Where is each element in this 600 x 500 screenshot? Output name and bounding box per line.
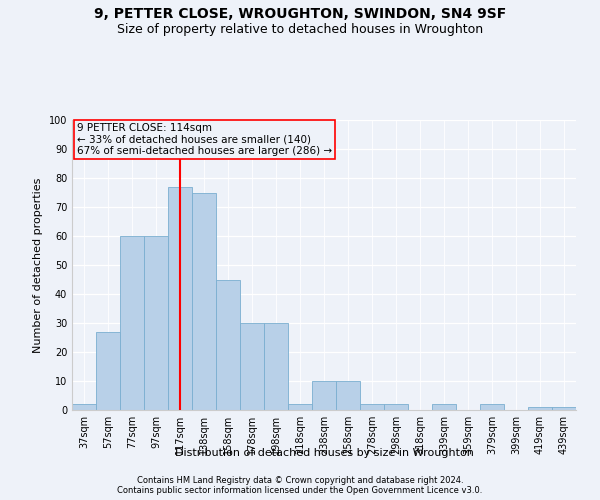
Bar bbox=[144, 236, 168, 410]
Bar bbox=[528, 407, 552, 410]
Bar bbox=[96, 332, 120, 410]
Bar bbox=[216, 280, 240, 410]
Bar bbox=[288, 404, 312, 410]
Bar bbox=[240, 323, 264, 410]
Text: 9 PETTER CLOSE: 114sqm
← 33% of detached houses are smaller (140)
67% of semi-de: 9 PETTER CLOSE: 114sqm ← 33% of detached… bbox=[77, 123, 332, 156]
Bar bbox=[312, 381, 336, 410]
Bar bbox=[168, 186, 192, 410]
Bar bbox=[72, 404, 96, 410]
Bar bbox=[432, 404, 456, 410]
Bar bbox=[264, 323, 288, 410]
Text: Contains public sector information licensed under the Open Government Licence v3: Contains public sector information licen… bbox=[118, 486, 482, 495]
Text: Distribution of detached houses by size in Wroughton: Distribution of detached houses by size … bbox=[175, 448, 473, 458]
Y-axis label: Number of detached properties: Number of detached properties bbox=[33, 178, 43, 352]
Bar bbox=[192, 192, 216, 410]
Bar bbox=[336, 381, 360, 410]
Text: Contains HM Land Registry data © Crown copyright and database right 2024.: Contains HM Land Registry data © Crown c… bbox=[137, 476, 463, 485]
Bar bbox=[360, 404, 384, 410]
Bar bbox=[120, 236, 144, 410]
Bar bbox=[552, 407, 576, 410]
Bar bbox=[480, 404, 504, 410]
Text: Size of property relative to detached houses in Wroughton: Size of property relative to detached ho… bbox=[117, 22, 483, 36]
Bar bbox=[384, 404, 408, 410]
Text: 9, PETTER CLOSE, WROUGHTON, SWINDON, SN4 9SF: 9, PETTER CLOSE, WROUGHTON, SWINDON, SN4… bbox=[94, 8, 506, 22]
